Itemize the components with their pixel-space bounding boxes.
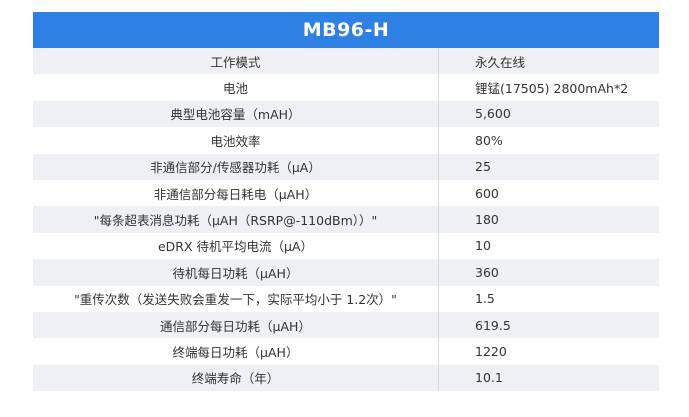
row-value: 5,600 (475, 106, 511, 122)
table-row: "每条超表消息功耗（μAH（RSRP@-110dBm））" 180 (33, 206, 659, 233)
table-body: 工作模式 永久在线 电池 锂锰(17505) 2800mAh*2 典型电池容量（… (33, 48, 659, 392)
row-value: 600 (475, 185, 499, 201)
table-row: "重传次数（发送失败会重发一下，实际平均小于 1.2次）" 1.5 (33, 285, 659, 312)
row-label: 终端寿命（年） (33, 364, 439, 392)
row-label: 终端每日功耗（μAH） (33, 338, 439, 365)
table-row: 终端寿命（年） 10.1 (33, 364, 659, 392)
row-value: 80% (475, 132, 503, 148)
row-label: "每条超表消息功耗（μAH（RSRP@-110dBm））" (33, 206, 439, 233)
row-value: 1.5 (475, 291, 495, 307)
row-label: 典型电池容量（mAH） (33, 100, 439, 128)
row-label: 非通信部分/传感器功耗（μA） (33, 153, 439, 180)
table-row: 非通信部分/传感器功耗（μA） 25 (33, 153, 659, 180)
row-value: 永久在线 (475, 54, 526, 70)
row-value: 10.1 (475, 370, 503, 386)
table-row: 电池 锂锰(17505) 2800mAh*2 (33, 74, 659, 101)
table-row: 通信部分每日功耗（μAH） 619.5 (33, 311, 659, 339)
table-row: 非通信部分每日耗电（μAH） 600 (33, 179, 659, 207)
row-value: 1220 (475, 343, 507, 359)
row-label: 电池效率 (33, 127, 439, 154)
table-row: eDRX 待机平均电流（μA） 10 (33, 232, 659, 260)
row-value: 25 (475, 159, 491, 175)
row-value: 180 (475, 212, 499, 228)
row-label: "重传次数（发送失败会重发一下，实际平均小于 1.2次）" (33, 285, 439, 312)
table-row: 终端每日功耗（μAH） 1220 (33, 338, 659, 365)
row-label: 非通信部分每日耗电（μAH） (33, 179, 439, 207)
table-row: 待机每日功耗（μAH） 360 (33, 259, 659, 286)
row-value: 锂锰(17505) 2800mAh*2 (475, 81, 629, 97)
table-row: 工作模式 永久在线 (33, 48, 659, 75)
row-value: 619.5 (475, 317, 511, 333)
table-row: 电池效率 80% (33, 127, 659, 154)
row-label: 待机每日功耗（μAH） (33, 259, 439, 286)
row-value: 360 (475, 264, 499, 280)
row-label: 电池 (33, 74, 439, 101)
table-row: 典型电池容量（mAH） 5,600 (33, 100, 659, 128)
table-title: MB96-H (33, 12, 659, 48)
row-label: 通信部分每日功耗（μAH） (33, 311, 439, 339)
row-label: eDRX 待机平均电流（μA） (33, 232, 439, 260)
row-value: 10 (475, 238, 491, 254)
row-label: 工作模式 (33, 48, 439, 75)
spec-table: MB96-H 工作模式 永久在线 电池 锂锰(17505) 2800mAh*2 … (33, 12, 659, 392)
